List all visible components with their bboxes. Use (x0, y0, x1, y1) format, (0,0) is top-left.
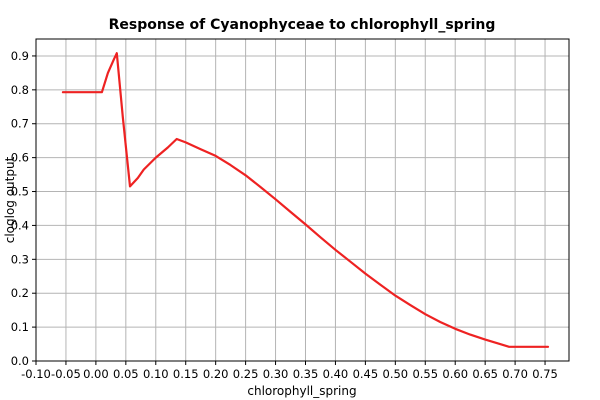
x-tick-label: 0.70 (502, 367, 528, 381)
y-axis-label: cloglog output (3, 156, 17, 243)
y-tick-label: 0.0 (11, 354, 29, 368)
x-tick-label: 0.55 (412, 367, 438, 381)
x-axis: -0.10 -0.05 0.00 0.05 0.10 0.15 0.20 0.25 0.30 0.… (21, 361, 558, 381)
x-tick-label: 0.25 (233, 367, 259, 381)
grid (35, 39, 569, 362)
chart-title: Response of Cyanophyceae to chlorophyll_… (109, 17, 496, 33)
y-tick-label: 0.3 (11, 252, 29, 266)
x-axis-label: chlorophyll_spring (247, 384, 356, 398)
y-tick-label: 0.5 (11, 185, 29, 199)
y-tick-label: 0.4 (11, 218, 29, 232)
x-tick-label: 0.10 (143, 367, 169, 381)
plot-area (36, 39, 569, 361)
x-tick-label: 0.30 (263, 367, 289, 381)
x-tick-label: 0.05 (113, 367, 139, 381)
y-tick-label: 0.1 (11, 320, 29, 334)
x-tick-label: 0.00 (83, 367, 109, 381)
x-tick-label: -0.05 (51, 367, 81, 381)
x-tick-label: 0.50 (383, 367, 409, 381)
x-tick-label: 0.35 (293, 367, 319, 381)
series-layer (61, 52, 550, 348)
x-tick-label: -0.10 (21, 367, 51, 381)
x-tick-label: 0.15 (173, 367, 199, 381)
plot-border (35, 38, 570, 362)
y-tick-label: 0.7 (11, 117, 29, 131)
y-tick-label: 0.6 (11, 151, 29, 165)
x-tick-label: 0.45 (353, 367, 379, 381)
x-tick-label: 0.65 (472, 367, 498, 381)
series-line (61, 52, 550, 348)
y-tick-label: 0.2 (11, 286, 29, 300)
y-axis: 0.0 0.1 0.2 0.3 0.4 0.5 0.6 0.7 0.8 0.9 (11, 49, 36, 368)
x-tick-label: 0.60 (442, 367, 468, 381)
x-tick-label: 0.75 (532, 367, 558, 381)
x-tick-label: 0.40 (323, 367, 349, 381)
y-tick-label: 0.9 (11, 49, 29, 63)
x-tick-label: 0.20 (203, 367, 229, 381)
y-tick-label: 0.8 (11, 83, 29, 97)
